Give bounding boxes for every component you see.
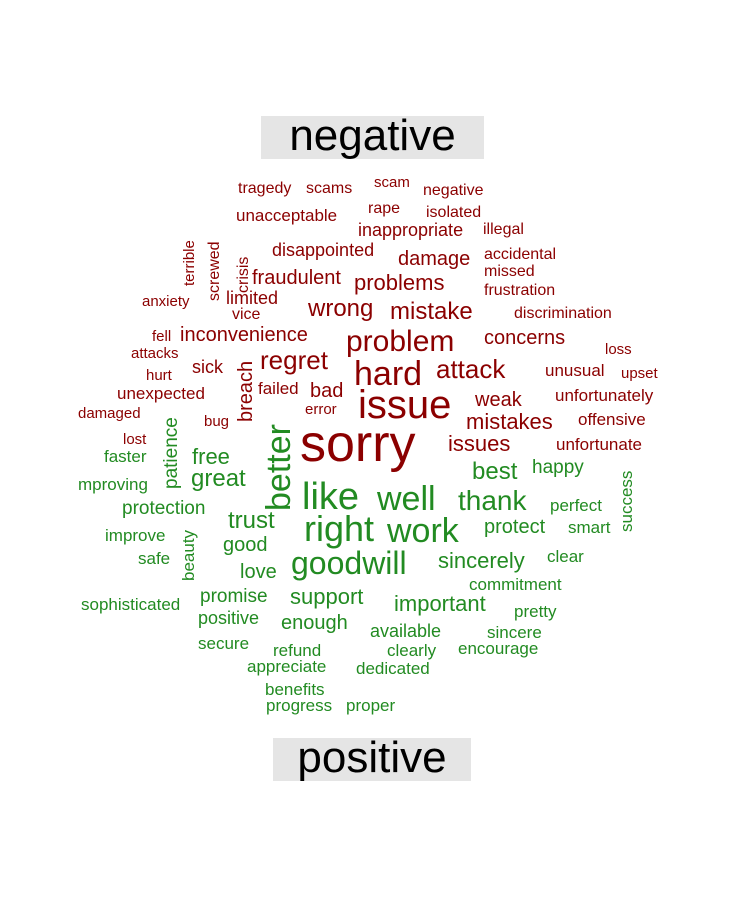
word-positive-clearly: clearly	[387, 642, 436, 659]
word-negative-regret: regret	[260, 347, 328, 373]
word-negative-discrimination: discrimination	[514, 306, 612, 322]
word-negative-scam: scam	[374, 175, 410, 190]
word-negative-offensive: offensive	[578, 411, 646, 428]
word-negative-problem: problem	[346, 327, 454, 357]
positive-group-label: positive	[273, 738, 471, 781]
word-positive-best: best	[472, 460, 517, 484]
word-negative-illegal: illegal	[483, 222, 524, 238]
word-positive-commitment: commitment	[469, 576, 562, 593]
word-negative-missed: missed	[484, 264, 535, 280]
word-positive-dedicated: dedicated	[356, 660, 430, 677]
word-negative-bug: bug	[204, 414, 229, 429]
word-negative-concerns: concerns	[484, 328, 565, 348]
word-positive-proper: proper	[346, 697, 395, 714]
word-positive-right: right	[304, 511, 374, 547]
word-negative-anxiety: anxiety	[142, 294, 190, 309]
word-positive-support: support	[290, 586, 363, 608]
negative-group-label: negative	[261, 116, 484, 159]
word-negative-sick: sick	[192, 358, 223, 376]
word-positive-free: free	[192, 446, 230, 468]
word-negative-mistake: mistake	[390, 300, 473, 324]
word-negative-damage: damage	[398, 249, 470, 269]
word-negative-wrong: wrong	[308, 297, 373, 321]
word-negative-accidental: accidental	[484, 247, 556, 263]
word-positive-better: better	[262, 424, 296, 511]
word-negative-loss: loss	[605, 342, 632, 357]
word-negative-fell: fell	[152, 329, 171, 344]
word-positive-great: great	[191, 467, 246, 491]
word-negative-mistakes: mistakes	[466, 411, 553, 433]
word-positive-protection: protection	[122, 499, 205, 518]
word-positive-good: good	[223, 535, 268, 555]
word-negative-breach: breach	[236, 361, 256, 422]
word-positive-secure: secure	[198, 635, 249, 652]
word-positive-progress: progress	[266, 697, 332, 714]
word-negative-attack: attack	[436, 356, 505, 382]
word-negative-limited: limited	[226, 289, 278, 307]
word-negative-negative: negative	[423, 183, 484, 199]
word-positive-mproving: mproving	[78, 476, 148, 493]
word-negative-scams: scams	[306, 181, 352, 197]
word-positive-important: important	[394, 593, 486, 615]
word-positive-enough: enough	[281, 613, 348, 633]
word-negative-failed: failed	[258, 380, 299, 397]
word-negative-inappropriate: inappropriate	[358, 221, 463, 239]
word-positive-positive: positive	[198, 609, 259, 627]
word-positive-patience: patience	[162, 417, 181, 489]
word-positive-beauty: beauty	[180, 530, 197, 581]
word-negative-lost: lost	[123, 432, 146, 447]
word-negative-attacks: attacks	[131, 346, 179, 361]
word-negative-vice: vice	[232, 307, 260, 323]
word-negative-inconvenience: inconvenience	[180, 325, 308, 345]
word-negative-tragedy: tragedy	[238, 181, 291, 197]
word-negative-hurt: hurt	[146, 368, 172, 383]
word-negative-hard: hard	[354, 357, 422, 391]
word-positive-available: available	[370, 622, 441, 640]
word-negative-bad: bad	[310, 381, 343, 401]
word-positive-thank: thank	[458, 487, 527, 515]
word-positive-trust: trust	[228, 509, 275, 533]
word-negative-screwed: screwed	[207, 242, 223, 302]
word-negative-error: error	[305, 402, 337, 417]
word-positive-safe: safe	[138, 550, 170, 567]
word-negative-crisis: crisis	[236, 256, 252, 292]
word-negative-unfortunate: unfortunate	[556, 436, 642, 453]
word-negative-weak: weak	[475, 390, 522, 410]
word-positive-happy: happy	[532, 458, 584, 477]
word-negative-unusual: unusual	[545, 362, 605, 379]
word-positive-love: love	[240, 562, 277, 582]
word-positive-encourage: encourage	[458, 640, 538, 657]
word-negative-terrible: terrible	[182, 241, 197, 287]
word-negative-fraudulent: fraudulent	[252, 268, 341, 288]
word-positive-appreciate: appreciate	[247, 658, 326, 675]
word-positive-work: work	[387, 514, 459, 548]
word-positive-pretty: pretty	[514, 603, 557, 620]
word-positive-clear: clear	[547, 548, 584, 565]
word-negative-unfortunately: unfortunately	[555, 387, 653, 404]
word-positive-sophisticated: sophisticated	[81, 596, 180, 613]
word-positive-promise: promise	[200, 587, 268, 606]
word-positive-well: well	[377, 482, 436, 516]
word-negative-damaged: damaged	[78, 406, 141, 421]
word-negative-frustration: frustration	[484, 283, 555, 299]
word-positive-sincerely: sincerely	[438, 550, 525, 572]
word-positive-perfect: perfect	[550, 497, 602, 514]
word-negative-problems: problems	[354, 272, 444, 294]
word-negative-unacceptable: unacceptable	[236, 207, 337, 224]
word-negative-isolated: isolated	[426, 205, 481, 221]
word-negative-upset: upset	[621, 366, 658, 381]
word-negative-rape: rape	[368, 201, 400, 217]
word-positive-improve: improve	[105, 527, 165, 544]
word-positive-smart: smart	[568, 519, 611, 536]
word-positive-success: success	[618, 470, 635, 531]
word-negative-unexpected: unexpected	[117, 385, 205, 402]
word-positive-goodwill: goodwill	[291, 547, 407, 579]
word-positive-faster: faster	[104, 448, 147, 465]
word-positive-protect: protect	[484, 517, 545, 537]
word-negative-disappointed: disappointed	[272, 241, 374, 259]
word-negative-issues: issues	[448, 433, 510, 455]
